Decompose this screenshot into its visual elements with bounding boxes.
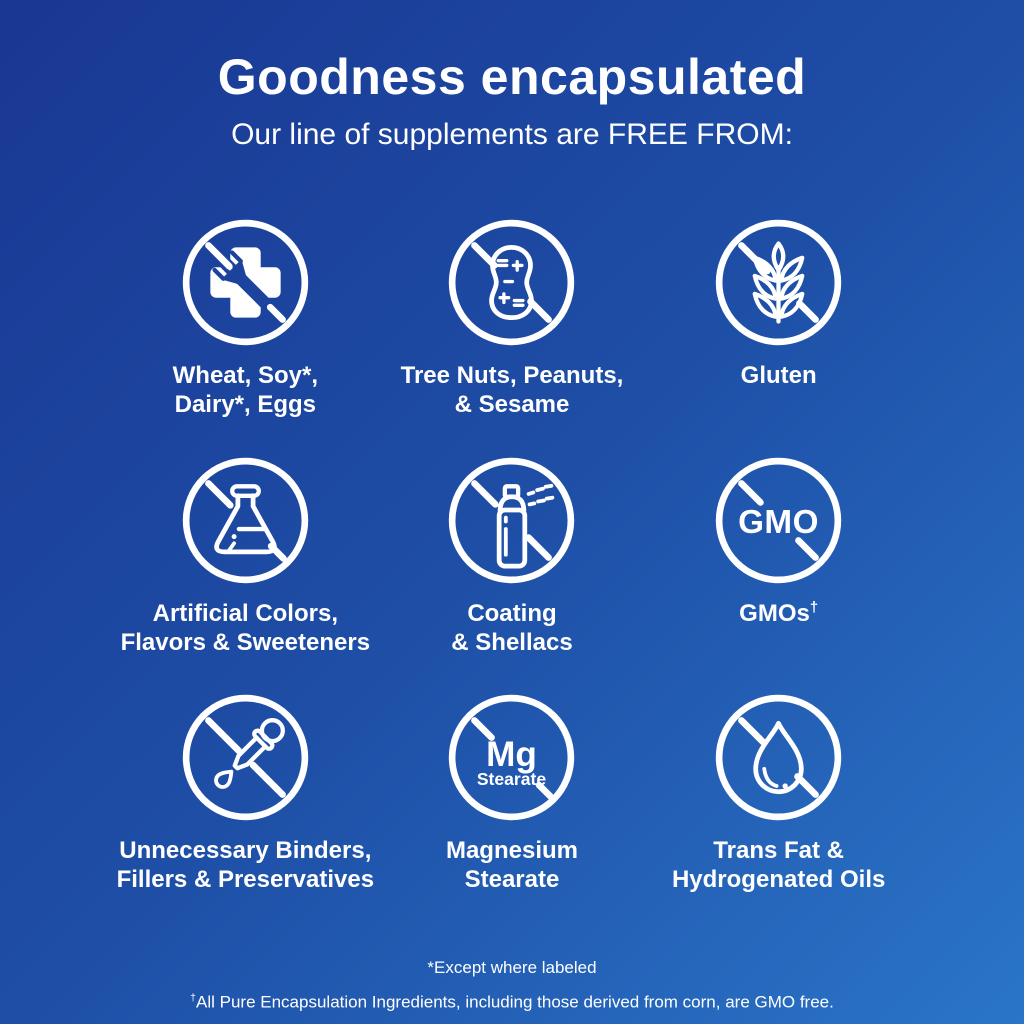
free-from-item-gmo: GMO GMOs† xyxy=(648,454,910,658)
item-label-gmo: GMOs† xyxy=(739,599,819,627)
no-coating-shellacs-icon xyxy=(449,457,575,583)
no-gluten-icon xyxy=(715,219,842,346)
free-from-item-gluten: Gluten xyxy=(648,216,910,420)
footnote-gmo-free: †All Pure Encapsulation Ingredients, inc… xyxy=(190,991,834,1012)
item-label-coating: Coating & Shellacs xyxy=(451,599,573,656)
page-title: Goodness encapsulated xyxy=(217,49,807,105)
free-from-item-nuts: Tree Nuts, Peanuts, & Sesame xyxy=(381,216,643,420)
item-label-nuts: Tree Nuts, Peanuts, & Sesame xyxy=(400,362,624,419)
free-from-item-coating: Coating & Shellacs xyxy=(381,454,643,658)
no-artificial-colors-icon xyxy=(182,457,309,583)
free-from-grid: Wheat, Soy*, Dairy*, Eggs Tree Nuts, Pea… xyxy=(112,216,912,895)
page-subtitle: Our line of supplements are FREE FROM: xyxy=(231,118,793,151)
no-tree-nuts-peanuts-sesame-icon xyxy=(449,219,575,346)
free-from-item-mg-stearate: Mg Stearate Magnesium Stearate xyxy=(381,691,643,895)
mg-icon-text: Mg xyxy=(487,735,538,774)
no-binders-icon xyxy=(182,694,309,821)
free-from-item-allergens: Wheat, Soy*, Dairy*, Eggs xyxy=(114,216,376,420)
free-from-item-trans-fat: Trans Fat & Hydrogenated Oils xyxy=(648,691,910,895)
item-label-artificial: Artificial Colors, Flavors & Sweeteners xyxy=(120,599,371,656)
item-label-mg-stearate: Magnesium Stearate xyxy=(445,837,578,894)
stearate-icon-text: Stearate xyxy=(477,769,547,789)
footnotes: *Except where labeled †All Pure Encapsul… xyxy=(0,953,1024,1018)
footnote-except-labeled: *Except where labeled xyxy=(427,957,597,977)
gmo-icon-text: GMO xyxy=(738,503,819,540)
free-from-item-artificial: Artificial Colors, Flavors & Sweeteners xyxy=(114,454,376,658)
no-magnesium-stearate-icon: Mg Stearate xyxy=(449,694,575,821)
no-gmo-icon: GMO xyxy=(715,457,842,583)
free-from-item-binders: Unnecessary Binders, Fillers & Preservat… xyxy=(114,691,376,895)
no-trans-fat-icon xyxy=(715,694,842,821)
item-label-binders: Unnecessary Binders, Fillers & Preservat… xyxy=(116,837,375,894)
item-label-gluten: Gluten xyxy=(740,362,817,389)
item-label-allergens: Wheat, Soy*, Dairy*, Eggs xyxy=(172,362,318,419)
header: Goodness encapsulated Our line of supple… xyxy=(0,0,1024,152)
dagger-superscript: † xyxy=(809,599,819,616)
dagger-superscript: † xyxy=(190,991,197,1004)
item-label-trans-fat: Trans Fat & Hydrogenated Oils xyxy=(671,837,886,894)
no-wheat-soy-dairy-eggs-icon xyxy=(182,219,309,346)
